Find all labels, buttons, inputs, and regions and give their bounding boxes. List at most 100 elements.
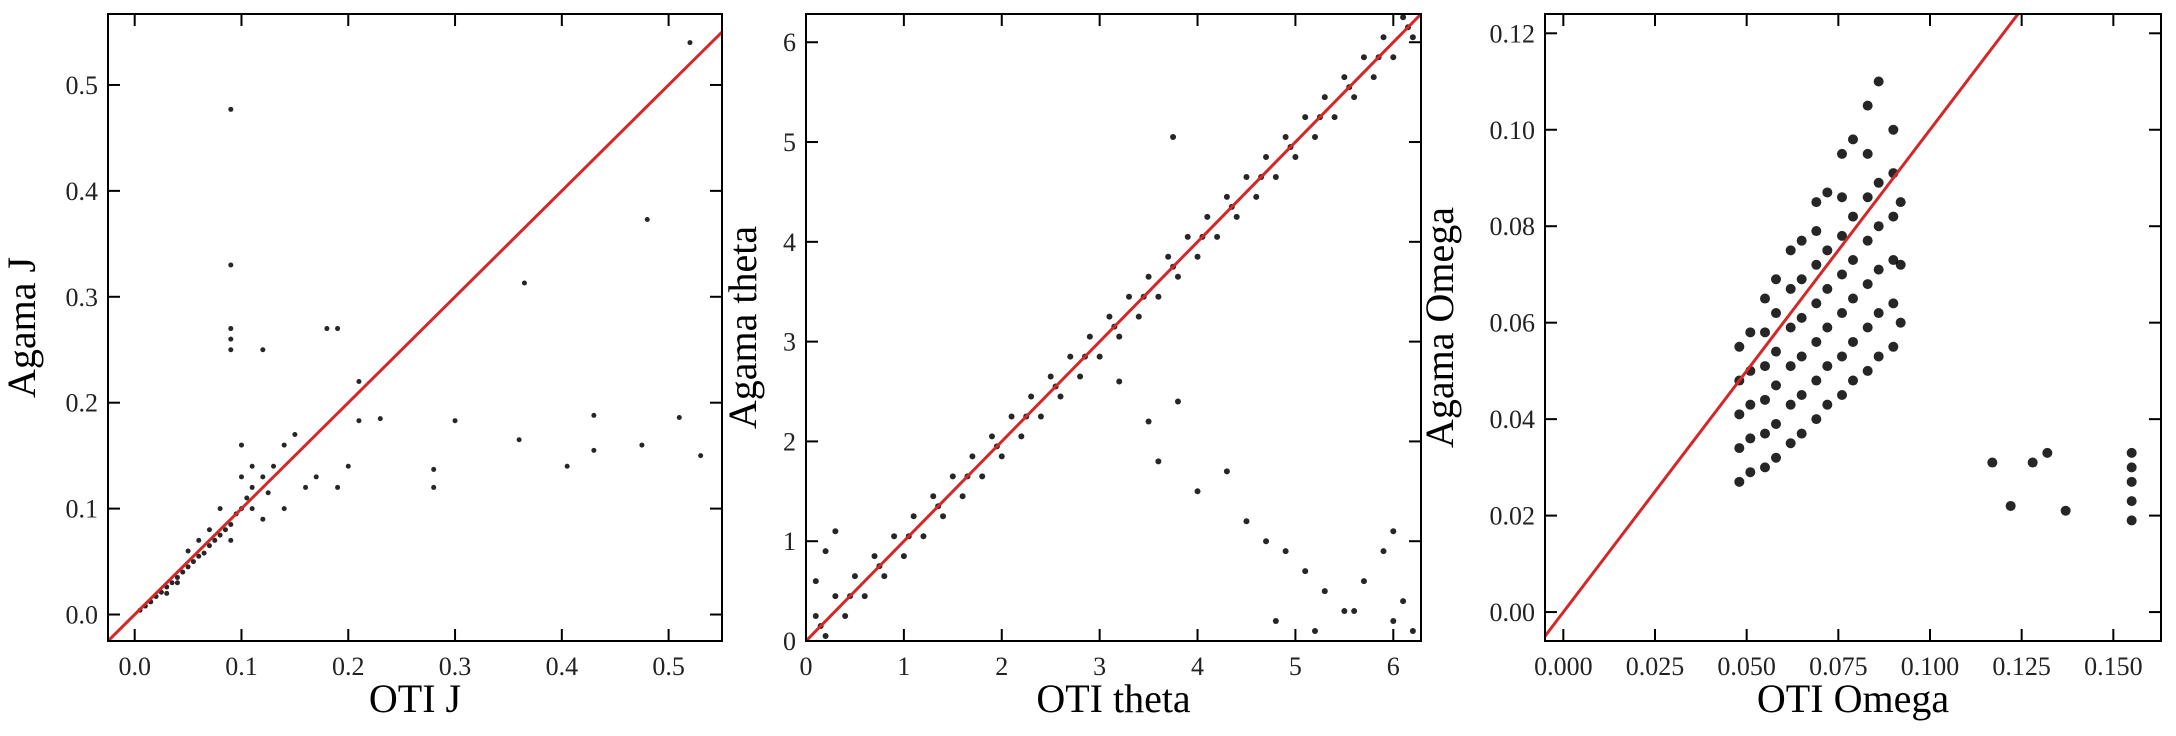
point <box>1018 433 1025 440</box>
x-tick-label: 2 <box>995 652 1008 681</box>
point <box>1214 233 1221 240</box>
point <box>832 528 839 535</box>
point <box>1837 148 1847 159</box>
point <box>1811 226 1822 237</box>
point <box>1822 361 1833 372</box>
point <box>1785 283 1796 294</box>
point <box>591 412 597 418</box>
point <box>2027 457 2038 468</box>
point <box>900 553 907 560</box>
point <box>260 347 266 353</box>
y-axis-label: Agama J <box>0 257 44 398</box>
point <box>1837 351 1847 362</box>
point <box>1811 259 1822 270</box>
x-tick-label: 0.125 <box>1992 652 2051 681</box>
panel: 0.0 0.1 0.2 0.3 0.4 0.5 0.0 0.1 0.2 0.3 0.4 0.5 OTI … <box>0 13 723 721</box>
point <box>871 553 878 560</box>
x-tick-label: 0.150 <box>2084 652 2143 681</box>
point <box>281 442 287 448</box>
reference-line <box>1545 14 2020 638</box>
x-tick-label: 0.5 <box>652 652 685 681</box>
point <box>1822 322 1833 333</box>
point <box>1785 361 1796 372</box>
point <box>1341 608 1348 615</box>
point <box>1771 418 1781 429</box>
point <box>217 506 223 512</box>
point <box>324 326 330 332</box>
point <box>1895 259 1906 270</box>
point <box>1745 327 1756 338</box>
point <box>1873 308 1884 319</box>
point <box>228 537 234 543</box>
y-axis-label: Agama Omega <box>1417 207 1462 448</box>
point <box>1837 192 1847 203</box>
point <box>174 580 180 586</box>
point <box>822 548 829 555</box>
point <box>244 495 250 501</box>
point <box>1282 548 1289 555</box>
point <box>1409 34 1416 41</box>
axes-frame <box>107 13 723 642</box>
point <box>1848 293 1858 304</box>
point <box>1223 468 1230 475</box>
point <box>940 513 947 520</box>
x-tick-label: 0.000 <box>1534 652 1593 681</box>
point <box>1360 54 1367 61</box>
y-tick-label: 0.04 <box>1490 405 1536 434</box>
point <box>564 463 570 469</box>
y-tick-label: 0.4 <box>66 177 99 206</box>
point <box>998 453 1005 460</box>
point <box>1331 114 1338 121</box>
point <box>292 431 298 437</box>
point <box>249 463 255 469</box>
point <box>335 326 341 332</box>
point <box>1895 197 1906 208</box>
point <box>1771 380 1781 391</box>
point <box>1311 628 1318 635</box>
reference-line <box>108 30 722 641</box>
y-axis-label: Agama theta <box>720 226 765 429</box>
point <box>2005 500 2016 511</box>
point <box>1987 457 1998 468</box>
point <box>164 590 170 596</box>
x-tick-label: 0.2 <box>332 652 365 681</box>
x-tick-label: 5 <box>1289 652 1302 681</box>
x-tick-label: 4 <box>1191 652 1204 681</box>
point <box>1047 373 1054 380</box>
point <box>1409 628 1416 635</box>
panel: 0.000 0.025 0.050 0.075 0.100 0.125 0.150 0.00 0… <box>1417 13 2162 721</box>
y-tick-label: 0.1 <box>66 495 99 524</box>
point <box>1351 608 1358 615</box>
point <box>1390 54 1397 61</box>
point <box>1888 298 1899 309</box>
point <box>1745 399 1756 410</box>
point <box>206 527 212 533</box>
point <box>959 493 966 500</box>
point <box>812 578 819 585</box>
point <box>1380 548 1387 555</box>
point <box>1292 154 1299 161</box>
point <box>2126 515 2137 526</box>
point <box>1734 341 1745 352</box>
x-tick-label: 0.050 <box>1717 652 1776 681</box>
point <box>1822 399 1833 410</box>
y-tick-label: 0.00 <box>1490 598 1536 627</box>
point <box>1174 398 1181 405</box>
point <box>1760 462 1770 473</box>
point <box>1873 351 1884 362</box>
point <box>969 453 976 460</box>
point <box>1811 197 1822 208</box>
point <box>2126 462 2137 473</box>
point <box>1096 353 1103 360</box>
point <box>1170 134 1177 141</box>
x-tick-label: 0.4 <box>546 652 579 681</box>
point <box>271 463 277 469</box>
point <box>1848 336 1858 347</box>
point <box>1311 134 1318 141</box>
point <box>1734 409 1745 420</box>
point <box>1760 394 1770 405</box>
point <box>377 416 383 422</box>
point <box>1155 293 1162 300</box>
point <box>644 216 650 222</box>
point <box>228 326 234 332</box>
